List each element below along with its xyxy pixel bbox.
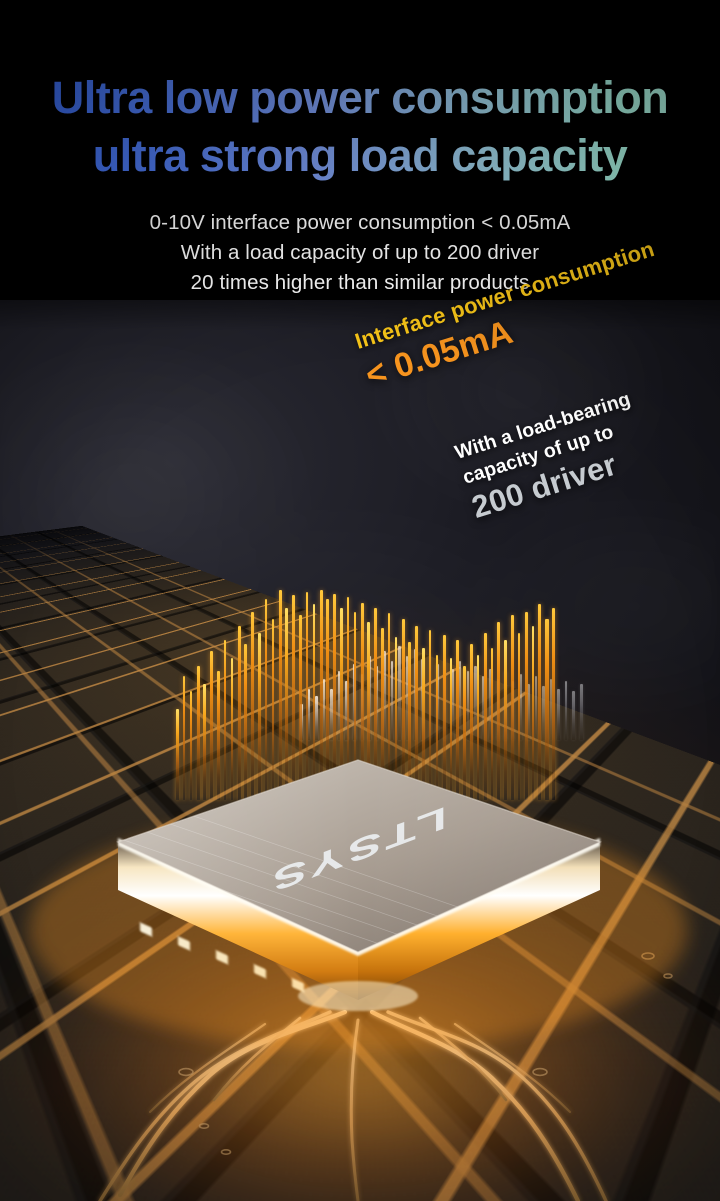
bar-orange [435,654,439,800]
bar-orange [278,590,282,800]
bar-orange [463,665,467,800]
bar-orange [189,690,193,800]
bar-orange [237,626,241,800]
bar-orange [497,622,500,800]
bar-orange [401,618,405,800]
bar-orange [538,604,541,800]
bar-orange [415,626,418,800]
bar-orange [360,602,364,800]
bar-orange [176,708,180,800]
bar-orange [545,618,549,800]
bar-orange [511,615,514,800]
bar-orange [442,635,446,800]
bar-orange [264,599,268,800]
bar-orange [196,665,200,800]
bar-orange [531,626,535,800]
bar-orange [251,611,254,800]
bar-orange [552,608,555,800]
bar-orange [230,658,234,800]
bar-silver [458,661,462,740]
bar-orange [292,595,295,800]
bar-orange [333,593,336,800]
bar-orange [374,608,377,800]
bar-orange [449,658,453,800]
bar-orange [340,608,344,800]
bar-orange [408,642,411,800]
bar-orange [456,640,459,800]
bar-orange [299,615,303,800]
bar-orange [223,640,227,800]
bar-silver [580,683,583,740]
bar-silver [572,691,575,740]
bar-orange [271,618,275,800]
bar-orange [244,644,247,800]
headline-line-1: Ultra low power consumption [0,0,720,124]
headline-line-2: ultra strong load capacity [0,124,720,182]
bar-silver [315,696,318,740]
bar-orange [312,604,316,800]
bar-orange [394,636,398,800]
bar-orange [524,611,529,800]
subtitle-line-1: 0-10V interface power consumption < 0.05… [149,210,571,234]
bar-orange [381,627,385,800]
bar-orange [210,651,213,800]
bar-orange [353,611,357,800]
bar-orange [319,590,323,800]
bar-orange [217,671,221,800]
bar-orange [517,633,521,800]
bar-orange [203,683,206,800]
bar-orange [285,608,288,800]
bar-silver [557,688,560,740]
bar-orange [326,599,329,800]
bar-silver [322,678,326,740]
bar-orange [258,633,262,800]
bar-orange [490,647,494,800]
bar-orange [182,676,186,800]
bar-silver [466,671,470,740]
bar-orange [483,633,487,800]
bar-orange [470,644,473,800]
bar-orange [428,629,432,800]
bar-silver [564,681,568,740]
bar-orange [504,640,508,800]
bar-orange [476,654,480,800]
bar-orange [367,622,370,800]
bar-silver [398,646,401,740]
bar-silver [534,676,538,740]
bar-silver [390,661,394,740]
bar-orange [346,597,350,800]
bar-orange [422,647,426,800]
